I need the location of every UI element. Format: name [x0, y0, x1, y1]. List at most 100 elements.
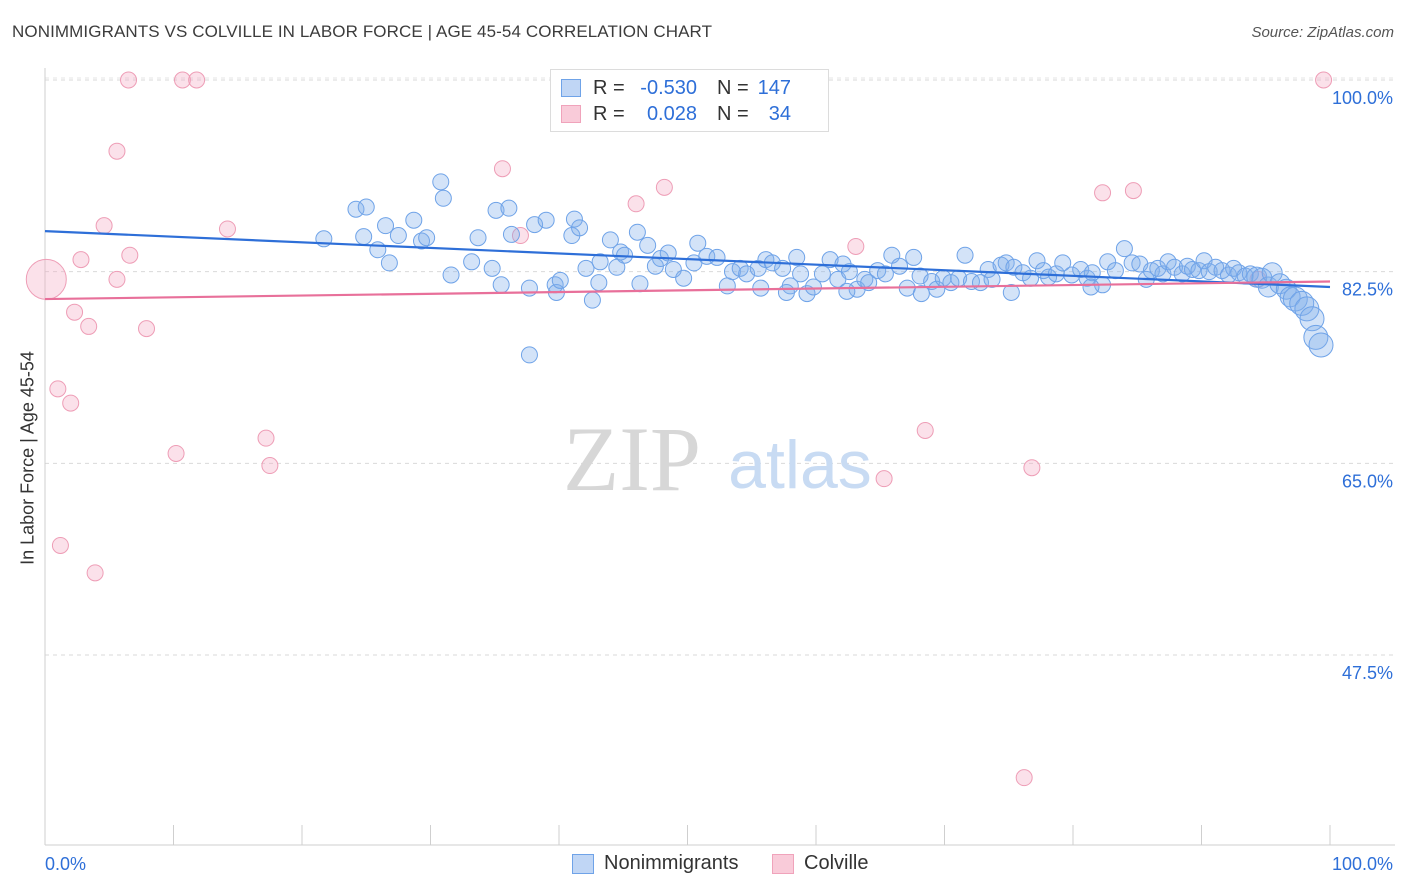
y-tick-label: 47.5% — [1342, 663, 1393, 683]
colville-point — [121, 246, 139, 264]
colville-point — [1124, 182, 1142, 200]
y-tick-label: 82.5% — [1342, 280, 1393, 300]
watermark-zip: ZIP — [563, 408, 701, 510]
nonimmigrants-point — [432, 173, 450, 191]
nonimmigrants-point — [1028, 252, 1046, 270]
nonimmigrants-point — [1054, 254, 1072, 272]
colville-point — [511, 227, 529, 245]
nonimmigrants-trendline — [44, 230, 1331, 289]
nonimmigrants-point — [983, 270, 1001, 288]
colville-point — [1315, 71, 1333, 89]
tick-labels: 100.0% 82.5% 65.0% 47.5% 0.0% 100.0% — [45, 88, 1393, 874]
nonimmigrants-point — [389, 227, 407, 245]
colville-point — [49, 380, 67, 398]
legend-swatch-pink — [561, 105, 581, 123]
nonimmigrants-point — [905, 248, 923, 266]
colville-point — [875, 470, 893, 488]
colville-trendline — [44, 280, 1331, 301]
nonimmigrants-point — [418, 229, 436, 247]
legend-n-label: N = — [717, 102, 749, 125]
nonimmigrants-point — [492, 276, 510, 294]
nonimmigrants-point — [520, 346, 538, 364]
source-label: Source: ZipAtlas.com — [1251, 24, 1394, 41]
nonimmigrants-point — [502, 225, 520, 243]
colville-point — [167, 444, 185, 462]
watermark: ZIP atlas — [563, 408, 872, 510]
axes — [44, 68, 1395, 846]
legend-swatch-blue — [572, 853, 594, 874]
x-tick-label-min: 0.0% — [45, 854, 86, 874]
nonimmigrants-point — [639, 236, 657, 254]
nonimmigrants-point — [571, 219, 589, 237]
legend-swatch-pink — [772, 853, 794, 874]
nonimmigrants-point — [792, 265, 810, 283]
colville-point — [72, 251, 90, 269]
nonimmigrants-point — [469, 229, 487, 247]
y-tick-label: 100.0% — [1332, 88, 1393, 108]
nonimmigrants-point — [590, 274, 608, 292]
nonimmigrants-point — [860, 274, 878, 292]
legend-row-colville: R = 0.028 N = 34 — [561, 102, 791, 126]
legend-n-value: 147 — [757, 76, 791, 99]
nonimmigrants-point — [405, 211, 423, 229]
colville-point — [1094, 184, 1112, 202]
nonimmigrants-point — [718, 277, 736, 295]
nonimmigrants-point — [804, 278, 822, 296]
nonimmigrants-point — [997, 254, 1015, 272]
grid-lines — [45, 77, 1395, 656]
legend-item-colville: Colville — [772, 852, 868, 875]
nonimmigrants-point — [577, 259, 595, 277]
nonimmigrants-point — [689, 234, 707, 252]
nonimmigrants-point — [891, 257, 909, 275]
colville-point — [847, 237, 865, 255]
nonimmigrants-point — [1184, 260, 1202, 278]
colville-point — [261, 457, 279, 475]
nonimmigrants-point — [355, 228, 373, 246]
chart-title: NONIMMIGRANTS VS COLVILLE IN LABOR FORCE… — [12, 22, 713, 41]
colville-point — [916, 421, 934, 439]
series-nonimmigrants-points — [315, 173, 1334, 364]
colville-point — [120, 71, 138, 89]
colville-point — [655, 178, 673, 196]
x-tick-label-max: 100.0% — [1332, 854, 1393, 874]
legend-n-value: 34 — [768, 102, 791, 125]
watermark-atlas: atlas — [728, 427, 872, 503]
nonimmigrants-point — [821, 251, 839, 269]
colville-point — [138, 320, 156, 338]
nonimmigrants-point — [591, 253, 609, 271]
nonimmigrants-point — [708, 248, 726, 266]
colville-point — [25, 258, 67, 300]
colville-point — [173, 71, 191, 89]
nonimmigrants-point — [434, 189, 452, 207]
nonimmigrants-point — [583, 291, 601, 309]
nonimmigrants-point — [777, 283, 795, 301]
colville-point — [1015, 769, 1033, 787]
legend-r-label: R = — [593, 102, 625, 125]
nonimmigrants-point — [838, 282, 856, 300]
nonimmigrants-point — [1002, 283, 1020, 301]
colville-point — [80, 317, 98, 335]
nonimmigrants-point — [483, 259, 501, 277]
legend-r-label: R = — [593, 76, 625, 99]
legend-item-nonimmigrants: Nonimmigrants — [572, 852, 738, 875]
colville-point — [66, 303, 84, 321]
nonimmigrants-point — [551, 271, 569, 289]
nonimmigrants-point — [565, 210, 583, 228]
legend-label-nonimmigrants: Nonimmigrants — [604, 852, 739, 874]
legend-r-value: 0.028 — [646, 102, 697, 125]
nonimmigrants-point — [500, 199, 518, 217]
colville-point — [108, 270, 126, 288]
nonimmigrants-point — [347, 200, 365, 218]
nonimmigrants-point — [520, 279, 538, 297]
correlation-legend: R = -0.530 N = 147 R = 0.028 N = 34 — [550, 69, 829, 132]
nonimmigrants-point — [537, 211, 555, 229]
nonimmigrants-point — [463, 253, 481, 271]
colville-point — [62, 394, 80, 412]
colville-point — [627, 195, 645, 213]
legend-n-label: N = — [717, 76, 749, 99]
nonimmigrants-point — [956, 246, 974, 264]
colville-point — [95, 217, 113, 235]
legend-swatch-blue — [561, 79, 581, 97]
colville-point — [493, 160, 511, 178]
